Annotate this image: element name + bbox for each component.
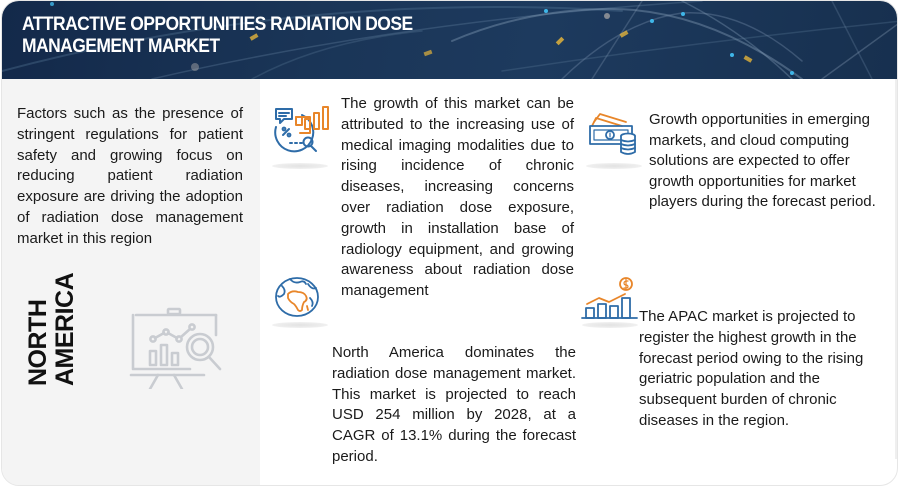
page-title: ATTRACTIVE OPPORTUNITIES RADIATION DOSE … — [22, 14, 413, 57]
north-america-market-text: North America dominates the radiation do… — [332, 344, 576, 465]
header-banner: ATTRACTIVE OPPORTUNITIES RADIATION DOSE … — [2, 1, 897, 79]
region-label: NORTH AMERICA — [24, 272, 79, 386]
growth-drivers-text: The growth of this market can be attribu… — [341, 95, 574, 300]
presentation-analytics-icon — [129, 307, 222, 389]
market-analysis-icon — [270, 105, 336, 164]
region-drivers-text: Factors such as the presence of stringen… — [17, 105, 243, 247]
fiber-optic-background — [2, 1, 897, 79]
growth-opportunities-text: Growth opportunities in emerging markets… — [649, 111, 876, 211]
icon-shadow — [582, 322, 638, 328]
icon-shadow — [272, 322, 328, 328]
region-label-line1: NORTH — [24, 299, 52, 386]
apac-market-text: The APAC market is projected to register… — [639, 308, 864, 429]
globe-africa-icon — [274, 276, 322, 323]
right-border — [895, 79, 897, 459]
icon-shadow — [586, 163, 642, 169]
icon-shadow — [272, 163, 328, 169]
region-panel — [2, 79, 260, 485]
money-coins-icon — [588, 112, 640, 161]
region-label-line2: AMERICA — [51, 272, 79, 386]
growth-chart-dollar-icon — [581, 276, 639, 325]
